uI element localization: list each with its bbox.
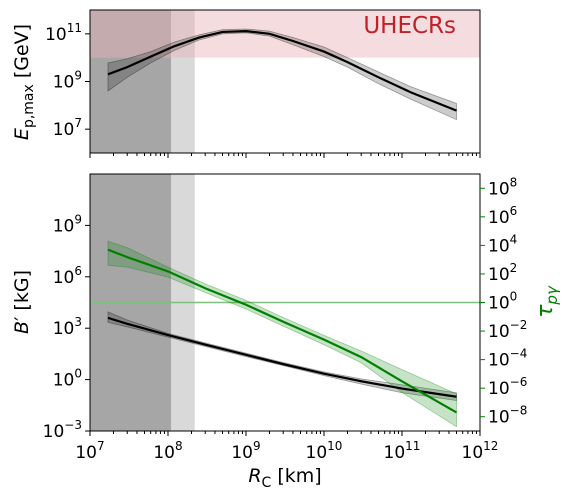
- uhecr-annotation: UHECRs: [363, 13, 456, 39]
- bottom-ylabel: B′ [kG]: [11, 270, 33, 334]
- bottom-y2label: τpγ: [533, 285, 561, 318]
- x-tick-label: 107: [75, 439, 104, 463]
- bottom-y2-label: 100: [488, 290, 517, 314]
- bottom-y2-label: 10−4: [488, 347, 527, 371]
- bottom-xlabel: RC [km]: [248, 465, 321, 491]
- bottom-panel: 107 108 109 1010 1011 1012 10−3 100 103 106 109 10−…: [11, 173, 561, 491]
- series-t0-band: [107, 28, 457, 121]
- bottom-y2-label: 10−8: [488, 404, 527, 428]
- bottom-series-lines: [107, 248, 458, 414]
- bottom-y-label: 106: [53, 264, 82, 288]
- top-panel: UHECRs 107 109 1011 Ep,max [GeV]: [11, 9, 481, 158]
- shaded-region-uhecr-band: [90, 10, 480, 58]
- top-y-label: 1011: [45, 21, 82, 45]
- x-tick-label: 109: [231, 439, 260, 463]
- bottom-y2-label: 106: [488, 204, 517, 228]
- bottom-ticks: 107 108 109 1010 1011 1012 10−3 100 103 106 109 10−…: [43, 175, 528, 463]
- x-tick-label: 1012: [462, 439, 499, 463]
- shaded-region-excluded-dark: [90, 10, 172, 153]
- x-tick-label: 108: [153, 439, 182, 463]
- top-ylabel: Ep,max [GeV]: [11, 24, 37, 140]
- bottom-y-label: 10−3: [43, 418, 82, 442]
- bottom-y2-label: 102: [488, 261, 517, 285]
- top-shaded-regions: [90, 10, 480, 153]
- top-ticks: 107 109 1011: [45, 21, 481, 158]
- top-uncertainty-bands: [107, 28, 457, 121]
- bottom-y-label: 109: [53, 212, 82, 236]
- bottom-y2-label: 104: [488, 232, 517, 256]
- top-series-lines: [107, 30, 457, 112]
- series-b0-line: [107, 316, 457, 398]
- series-t0-line: [107, 30, 457, 112]
- bottom-y2-label: 10−2: [488, 318, 527, 342]
- x-tick-label: 1010: [306, 439, 343, 463]
- series-b1-band: [107, 240, 457, 428]
- bottom-y2-label: 108: [488, 175, 517, 199]
- x-tick-label: 1011: [384, 439, 421, 463]
- top-y-label: 109: [53, 69, 82, 93]
- bottom-y-label: 103: [53, 315, 82, 339]
- bottom-y-label: 100: [53, 367, 82, 391]
- top-y-label: 107: [53, 116, 82, 140]
- series-b1-line: [107, 248, 458, 414]
- bottom-y2-label: 10−6: [488, 375, 527, 399]
